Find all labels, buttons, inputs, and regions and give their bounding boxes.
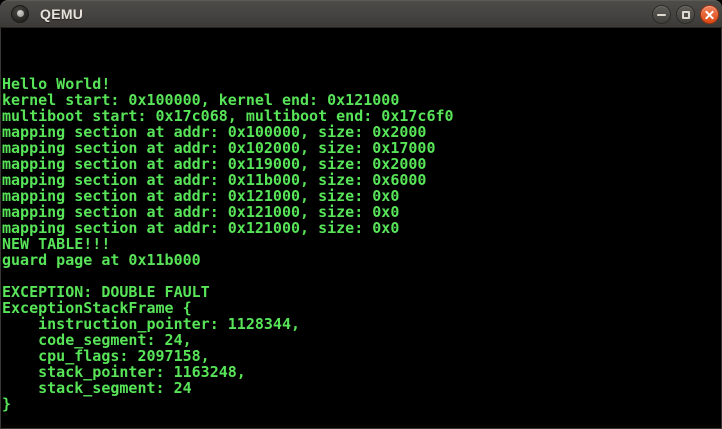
terminal-screen[interactable]: Hello World! kernel start: 0x100000, ker… bbox=[0, 28, 722, 428]
minimize-button[interactable] bbox=[652, 5, 671, 24]
close-button[interactable] bbox=[700, 5, 719, 24]
qemu-app-icon bbox=[11, 4, 29, 23]
close-icon bbox=[704, 9, 715, 20]
window-title: QEMU bbox=[40, 5, 84, 22]
window-controls bbox=[652, 5, 719, 24]
titlebar[interactable]: QEMU bbox=[0, 0, 722, 28]
terminal-output: Hello World! kernel start: 0x100000, ker… bbox=[2, 75, 454, 413]
maximize-button[interactable] bbox=[676, 5, 695, 24]
qemu-app-icon-lens bbox=[17, 9, 24, 17]
maximize-icon bbox=[681, 10, 690, 19]
minimize-icon bbox=[657, 13, 666, 16]
